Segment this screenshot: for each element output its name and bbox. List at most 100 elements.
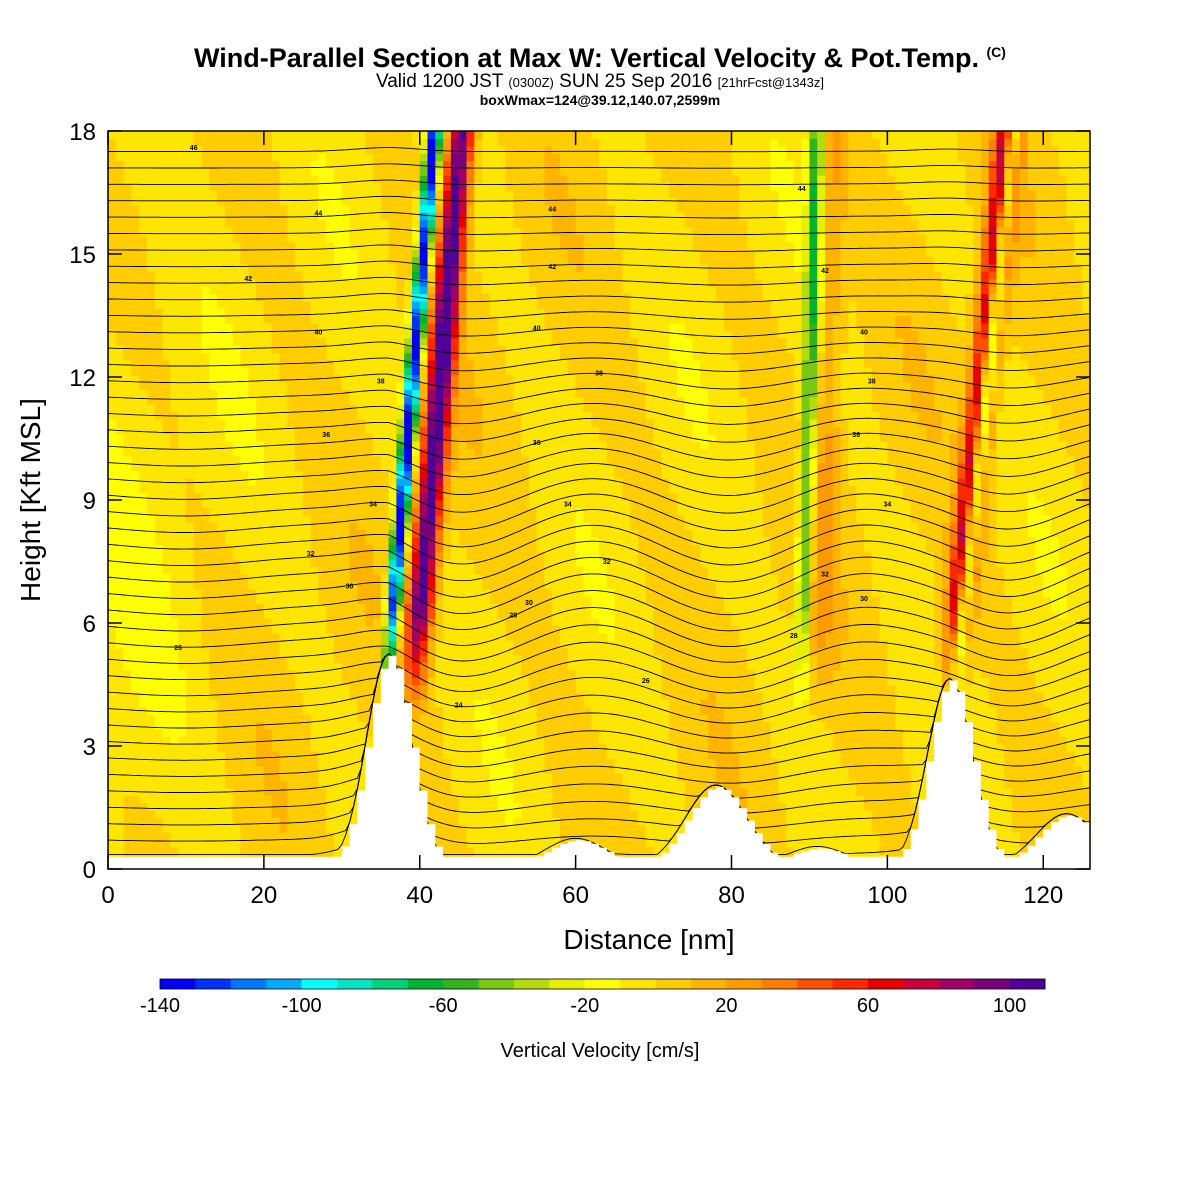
field-cell — [419, 551, 429, 560]
field-cell — [388, 315, 397, 324]
field-cell — [209, 507, 218, 516]
field-cell — [419, 426, 429, 435]
field-cell — [326, 345, 335, 353]
field-cell — [123, 396, 132, 405]
field-cell — [224, 404, 234, 413]
field-cell — [139, 588, 148, 597]
field-cell — [248, 773, 257, 782]
field-cell — [357, 263, 366, 272]
field-cell — [108, 603, 117, 612]
field-cell — [326, 588, 335, 597]
field-cell — [146, 256, 156, 265]
field-cell — [224, 780, 234, 789]
field-cell — [256, 706, 265, 715]
field-cell — [318, 389, 327, 398]
field-cell — [435, 728, 444, 737]
field-cell — [318, 396, 327, 405]
field-cell — [482, 374, 491, 383]
field-cell — [108, 322, 117, 331]
field-cell — [131, 330, 140, 339]
field-cell — [489, 662, 499, 671]
field-cell — [185, 773, 195, 782]
field-cell — [271, 500, 281, 508]
field-cell — [474, 381, 483, 390]
field-cell — [154, 234, 164, 243]
field-cell — [185, 190, 195, 199]
field-cell — [326, 684, 335, 693]
field-cell — [279, 603, 288, 612]
field-cell — [232, 256, 242, 265]
field-cell — [326, 500, 335, 508]
field-cell — [435, 618, 444, 627]
field-cell — [427, 632, 436, 641]
field-cell — [193, 750, 203, 759]
field-cell — [466, 618, 475, 627]
field-cell — [232, 367, 242, 376]
field-cell — [450, 470, 460, 479]
field-cell — [162, 758, 171, 767]
field-cell — [146, 846, 156, 855]
field-cell — [146, 654, 156, 663]
field-cell — [482, 138, 491, 147]
field-cell — [443, 440, 452, 449]
field-cell — [131, 477, 140, 486]
field-cell — [146, 485, 156, 494]
field-cell — [295, 758, 304, 767]
field-cell — [279, 492, 288, 501]
field-cell — [404, 241, 413, 250]
field-cell — [178, 728, 187, 737]
field-cell — [326, 234, 335, 243]
field-cell — [263, 138, 273, 147]
field-cell — [458, 640, 468, 649]
field-cell — [388, 514, 397, 523]
field-cell — [357, 411, 366, 420]
field-cell — [450, 197, 460, 206]
field-cell — [240, 485, 249, 494]
field-cell — [380, 647, 390, 656]
field-cell — [482, 809, 491, 818]
field-cell — [287, 514, 296, 523]
field-cell — [443, 477, 452, 486]
field-cell — [349, 551, 358, 560]
field-cell — [435, 160, 444, 169]
field-cell — [310, 544, 320, 553]
field-cell — [427, 418, 436, 427]
field-cell — [170, 226, 179, 235]
field-cell — [209, 322, 218, 331]
field-cell — [178, 536, 187, 545]
field-cell — [154, 736, 164, 745]
field-cell — [474, 581, 483, 590]
field-cell — [489, 802, 499, 811]
field-cell — [224, 337, 234, 346]
field-cell — [224, 477, 234, 486]
field-cell — [334, 595, 343, 604]
field-cell — [318, 359, 327, 368]
field-cell — [193, 588, 203, 597]
field-cell — [466, 470, 475, 479]
field-cell — [295, 795, 304, 804]
field-cell — [435, 581, 444, 590]
field-cell — [287, 322, 296, 331]
field-cell — [302, 145, 312, 154]
field-cell — [372, 145, 382, 154]
field-cell — [154, 263, 164, 272]
field-cell — [396, 492, 405, 501]
field-cell — [232, 632, 242, 641]
field-cell — [435, 404, 444, 413]
field-cell — [108, 529, 117, 538]
field-cell — [404, 138, 413, 147]
field-cell — [396, 440, 405, 449]
field-cell — [123, 190, 132, 199]
field-cell — [209, 669, 218, 678]
field-cell — [372, 463, 382, 472]
field-cell — [224, 315, 234, 324]
field-cell — [256, 204, 265, 213]
field-cell — [372, 271, 382, 280]
field-cell — [388, 234, 397, 243]
field-cell — [217, 809, 226, 818]
field-cell — [170, 389, 179, 398]
field-cell — [123, 500, 132, 508]
field-cell — [232, 566, 242, 575]
field-cell — [334, 396, 343, 405]
field-cell — [435, 684, 444, 693]
